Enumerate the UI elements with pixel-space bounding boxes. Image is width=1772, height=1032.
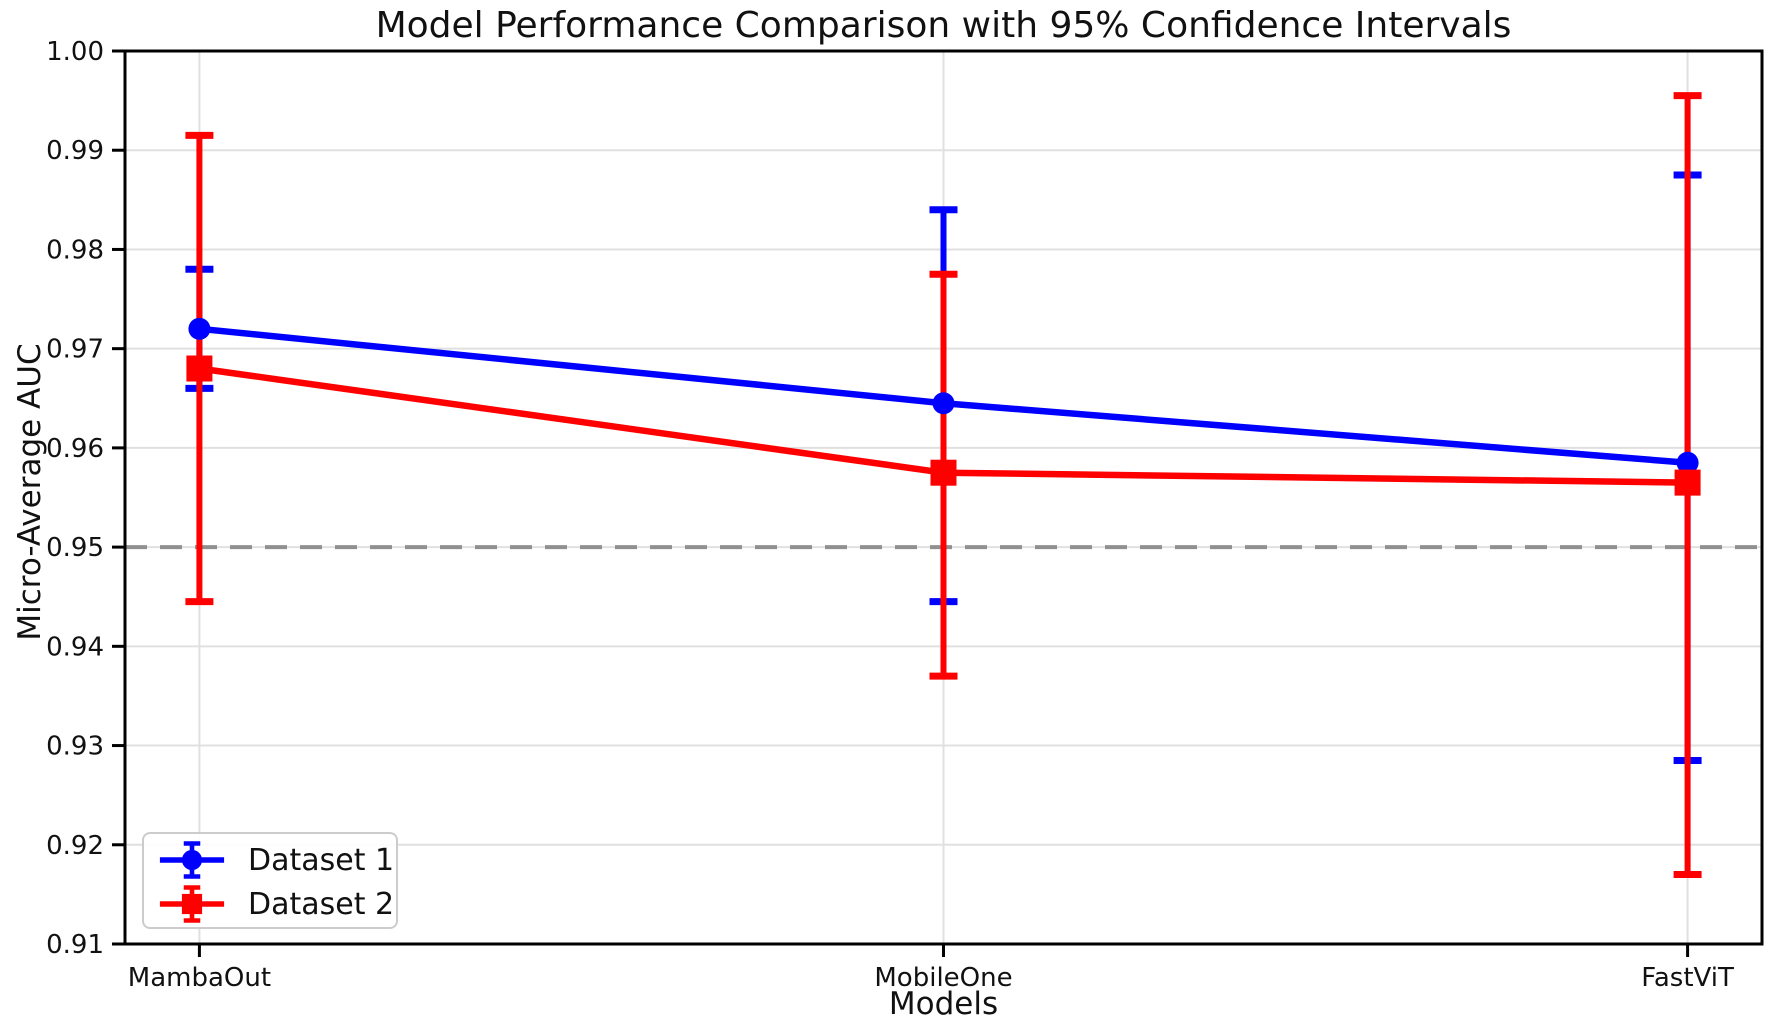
x-axis-label: Models bbox=[888, 986, 999, 1022]
legend-item-dataset-2: Dataset 2 bbox=[154, 882, 394, 926]
markers-dataset-1 bbox=[188, 317, 1699, 474]
legend-label: Dataset 2 bbox=[248, 886, 395, 922]
svg-text:MobileOne: MobileOne bbox=[874, 963, 1012, 993]
svg-text:0.92: 0.92 bbox=[46, 831, 104, 861]
errorbar-marker-icon bbox=[159, 885, 225, 923]
chart-title: Model Performance Comparison with 95% Co… bbox=[375, 5, 1512, 46]
markers-dataset-2 bbox=[186, 355, 1701, 496]
svg-text:0.99: 0.99 bbox=[46, 136, 104, 166]
y-tick-labels: 1.00 0.99 0.98 0.97 0.96 0.95 0.94 0.93 0.92 0.91 bbox=[46, 37, 125, 960]
svg-text:0.95: 0.95 bbox=[46, 533, 104, 563]
svg-text:0.93: 0.93 bbox=[46, 732, 104, 762]
legend-label: Dataset 1 bbox=[248, 842, 395, 878]
svg-text:0.98: 0.98 bbox=[46, 235, 104, 265]
svg-text:0.96: 0.96 bbox=[46, 434, 104, 464]
legend-item-dataset-1: Dataset 1 bbox=[154, 838, 394, 882]
legend: Dataset 1 Dataset 2 bbox=[142, 832, 398, 929]
svg-text:MambaOut: MambaOut bbox=[128, 963, 271, 993]
svg-text:1.00: 1.00 bbox=[46, 37, 104, 67]
x-tick-labels: MambaOut MobileOne FastViT bbox=[128, 944, 1734, 993]
errorbar-marker-icon bbox=[159, 841, 225, 879]
svg-text:0.94: 0.94 bbox=[46, 632, 104, 662]
svg-text:0.91: 0.91 bbox=[46, 930, 104, 960]
svg-text:FastViT: FastViT bbox=[1641, 963, 1734, 993]
svg-text:0.97: 0.97 bbox=[46, 335, 104, 365]
